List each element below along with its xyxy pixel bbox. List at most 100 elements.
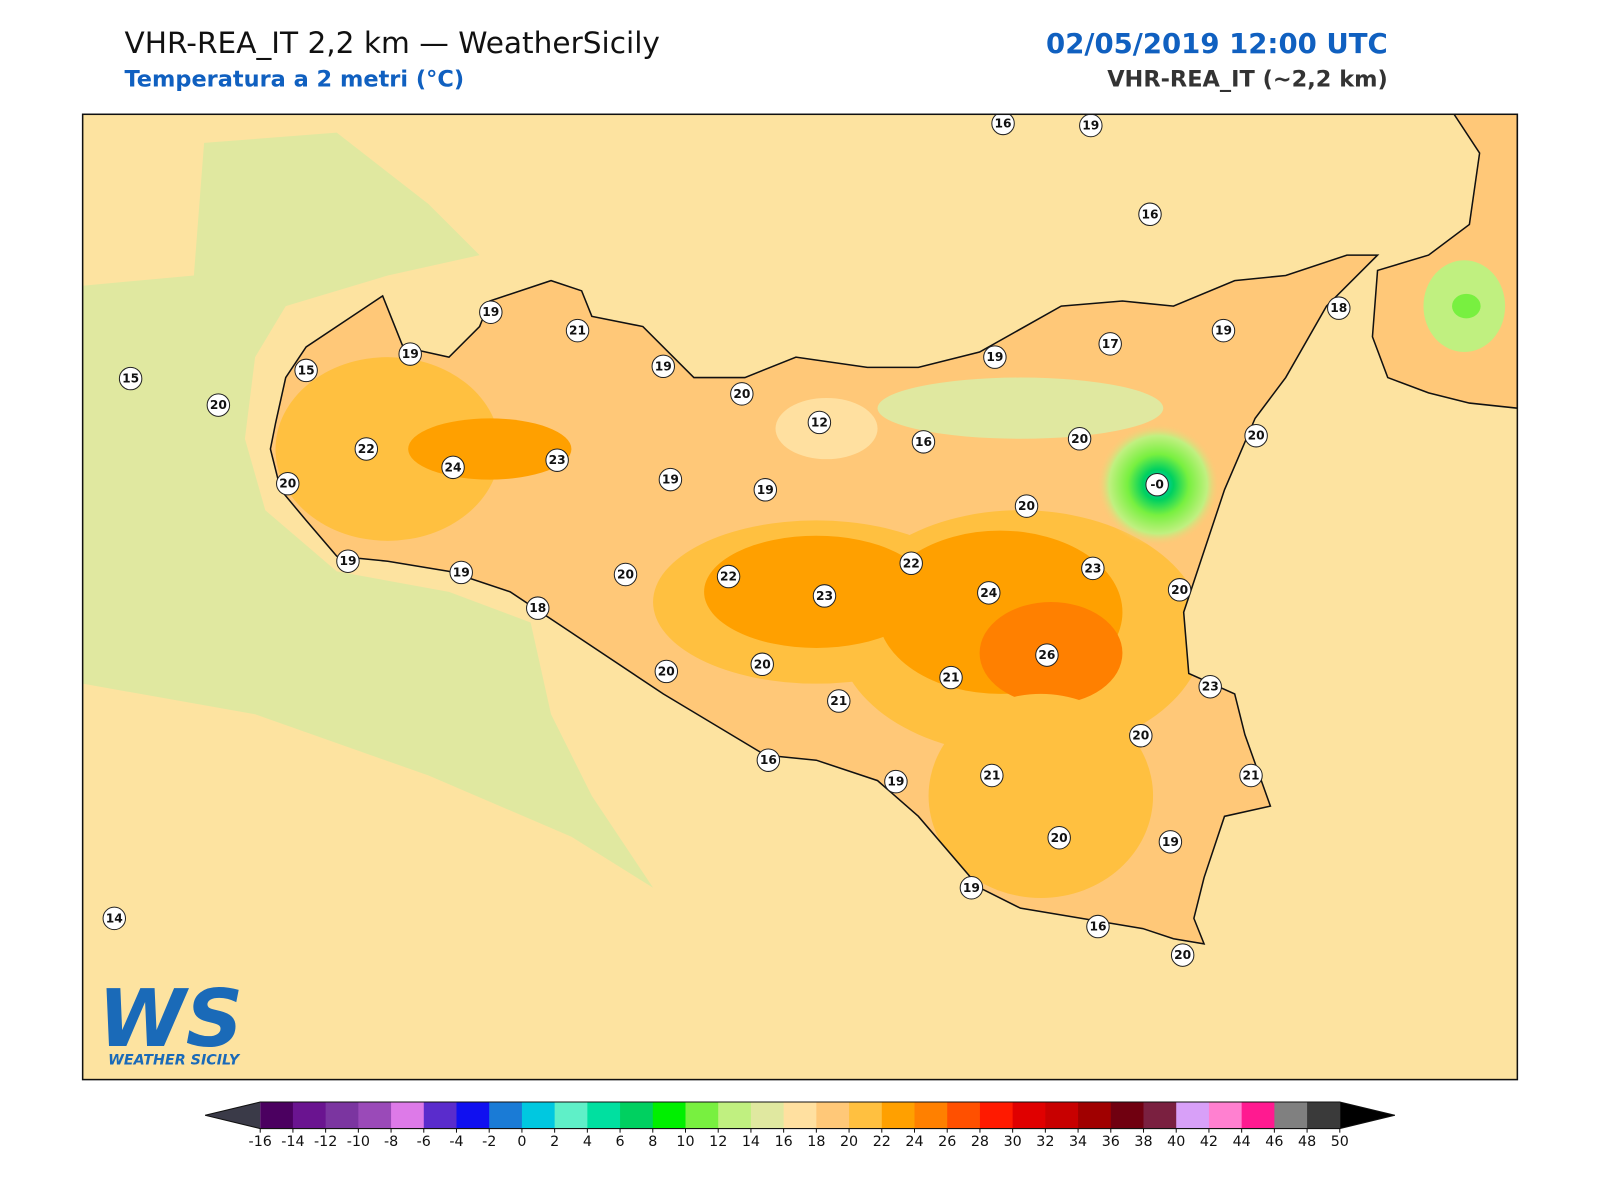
station-marker: [658, 467, 683, 492]
station-value: 14: [106, 911, 123, 925]
colorbar-box: [325, 1102, 359, 1129]
station-marker: [441, 455, 465, 480]
station-marker: [1081, 556, 1105, 581]
station-value: 24: [980, 586, 997, 600]
map: 16 19 16 18 19 17 19 19 21 19 20 12 16 20 20 -0 15 15 19 20…: [82, 114, 1518, 1080]
station-value: 19: [757, 483, 774, 497]
colorbar-tick-label: 32: [1036, 1134, 1054, 1150]
station-value: 19: [662, 473, 679, 487]
colorbar-box: [489, 1102, 523, 1129]
station-value: 26: [1038, 648, 1055, 662]
station-value: 20: [1071, 432, 1088, 446]
colorbar-box: [423, 1102, 458, 1129]
title: VHR-REA_IT 2,2 km — WeatherSicily: [124, 26, 659, 60]
station-marker: [1145, 472, 1169, 497]
station-marker: [354, 437, 379, 461]
station-marker: [730, 382, 754, 406]
station-marker: [565, 318, 590, 343]
colorbar-tick-label: -14: [281, 1134, 304, 1150]
station-marker: [884, 769, 908, 794]
colorbar-over: [1339, 1102, 1395, 1129]
station-value: 20: [279, 477, 296, 491]
colorbar-box: [1208, 1102, 1243, 1129]
station-marker: [812, 584, 837, 608]
station-value: 19: [402, 347, 419, 361]
station-marker: [1129, 723, 1153, 748]
station-value: 15: [298, 363, 315, 377]
station-marker: [102, 906, 127, 931]
station-value: 17: [1102, 337, 1119, 351]
station-marker: [294, 358, 318, 383]
station-marker: [1079, 114, 1103, 138]
colorbar-tick-label: 20: [840, 1134, 858, 1150]
colorbar-box: [1078, 1102, 1112, 1129]
colorbar-tick-label: -2: [482, 1134, 496, 1150]
station-marker: [827, 689, 851, 713]
colorbar-tick-label: 6: [616, 1134, 625, 1150]
station-value: 21: [569, 324, 586, 338]
station-marker: [545, 448, 569, 472]
station-value: 23: [549, 453, 566, 467]
station-marker: [479, 300, 503, 324]
station-marker: [654, 659, 679, 684]
subtitle: Temperatura a 2 metri (°C): [124, 67, 464, 93]
station-value: 12: [811, 415, 828, 429]
colorbar: -16 -14 -12 -10 -8 -6 -4 -2 0 2 4 6 8 10 12 14 16 18 20 22 2…: [204, 1101, 1396, 1150]
station-value: 20: [733, 387, 750, 401]
station-value: 15: [122, 372, 139, 386]
map-frame: [81, 113, 1519, 1081]
station-marker: [899, 551, 923, 575]
station-marker: [1086, 914, 1110, 939]
station-marker: [977, 581, 1001, 605]
station-marker: [807, 410, 832, 435]
station-value: 19: [963, 881, 980, 895]
colorbar-box: [685, 1102, 719, 1129]
colorbar-box: [456, 1102, 490, 1129]
colorbar-box: [1274, 1102, 1308, 1129]
datetime: 02/05/2019 12:00 UTC: [1046, 28, 1388, 60]
station-marker: [336, 549, 360, 573]
station-value: -0: [1150, 478, 1164, 492]
station-marker: [449, 560, 473, 585]
colorbar-tick-label: 38: [1134, 1134, 1152, 1150]
colorbar-tick-label: 28: [971, 1134, 989, 1150]
station-value: 19: [1215, 324, 1232, 338]
colorbar-box: [1241, 1102, 1275, 1129]
colorbar-box: [816, 1102, 850, 1129]
station-marker: [613, 562, 638, 587]
colorbar-box: [260, 1102, 294, 1129]
colorbar-tick-label: 0: [517, 1134, 526, 1150]
colorbar-box: [750, 1102, 785, 1129]
station-marker: [959, 876, 984, 900]
station-marker: [716, 564, 741, 589]
station-marker: [1170, 943, 1195, 967]
station-marker: [1167, 578, 1192, 602]
colorbar-tick-label: 4: [583, 1134, 592, 1150]
station-value: 21: [830, 694, 847, 708]
station-marker: [1047, 826, 1071, 850]
colorbar-box: [1143, 1102, 1177, 1129]
station-value: 22: [358, 442, 375, 456]
station-value: 20: [1051, 831, 1068, 845]
station-marker: [118, 366, 143, 391]
station-marker: [911, 430, 936, 454]
sea-cool-area: [82, 132, 654, 888]
colorbar-outline: [204, 1101, 1396, 1130]
colorbar-box: [783, 1102, 817, 1129]
station-value: 23: [1202, 680, 1219, 694]
station-value: 22: [903, 556, 920, 570]
model-label: VHR-REA_IT (~2,2 km): [1107, 67, 1388, 93]
station-marker: [756, 748, 781, 772]
station-value: 19: [482, 305, 499, 319]
logo-mark: WS: [98, 972, 243, 1065]
colorbar-tick-label: 8: [648, 1134, 657, 1150]
colorbar-tick-label: -4: [449, 1134, 463, 1150]
colorbar-box: [947, 1102, 981, 1129]
station-value: 24: [445, 460, 462, 474]
station-value: 16: [1089, 920, 1106, 934]
station-marker: [991, 114, 1015, 136]
station-value: 23: [816, 589, 833, 603]
station-marker: [1067, 427, 1092, 451]
colorbar-box: [652, 1102, 687, 1129]
station-marker: [1158, 830, 1183, 854]
